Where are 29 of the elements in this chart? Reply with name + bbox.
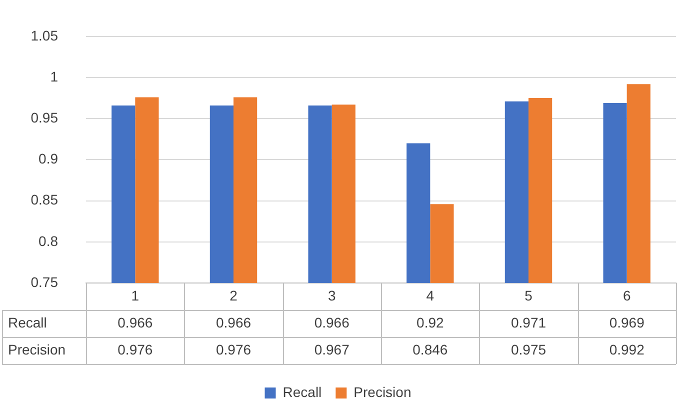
data-label: 0.966 (118, 314, 153, 330)
y-tick-label: 0.85 (30, 192, 58, 208)
data-label: 0.976 (216, 341, 252, 358)
x-tick-label: 5 (524, 287, 533, 304)
x-tick-label: 2 (230, 287, 238, 304)
data-label: 0.992 (609, 341, 645, 358)
x-tick-label: 1 (131, 287, 140, 304)
y-tick-label: 1 (50, 68, 58, 84)
data-label: 0.92 (416, 314, 444, 330)
data-label: 0.966 (216, 314, 252, 330)
y-tick-label: 0.9 (38, 150, 58, 167)
data-label: 0.976 (118, 341, 153, 358)
x-tick-label: 6 (622, 287, 631, 304)
data-label: 0.975 (510, 341, 546, 358)
data-label: 0.966 (314, 314, 350, 330)
x-tick-label: 3 (328, 287, 336, 304)
y-tick-label: 0.75 (30, 274, 58, 290)
data-label: 0.969 (609, 314, 645, 330)
text: Precision (8, 341, 66, 358)
data-label: 0.967 (314, 341, 350, 358)
y-tick-label: 1.05 (30, 27, 58, 44)
legend-label: Recall (282, 384, 322, 400)
y-tick-label: 0.95 (30, 109, 58, 126)
data-label: 0.846 (412, 341, 448, 358)
data-label: 0.971 (510, 314, 546, 330)
text: Recall (8, 314, 47, 330)
x-tick-label: 4 (426, 287, 434, 304)
y-tick-label: 0.8 (38, 232, 58, 249)
legend-label: Precision (354, 384, 412, 400)
